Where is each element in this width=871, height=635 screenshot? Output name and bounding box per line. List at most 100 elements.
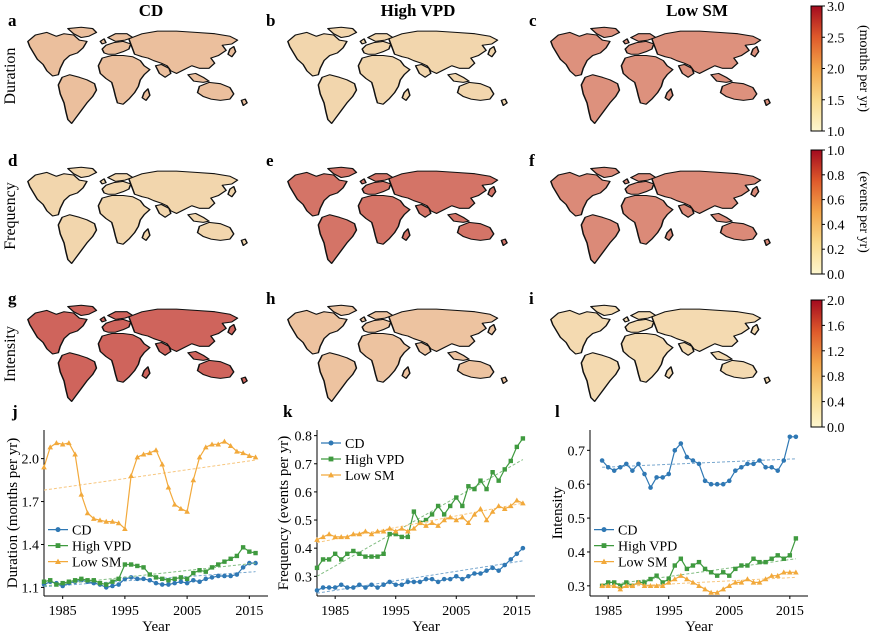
row-label: Duration (2, 48, 19, 105)
data-point (351, 585, 356, 590)
chart-l: l 1985 1995 2005 2015 0.3 0.4 0.5 0.6 0.7 Year Inte… (550, 402, 808, 635)
data-point (514, 497, 520, 503)
map-panel-h: h (266, 289, 509, 403)
data-point (375, 554, 380, 559)
trend-line (316, 459, 524, 577)
row-label: Intensity (2, 326, 19, 382)
data-point (128, 472, 134, 478)
colorbar-tick: 0.6 (827, 194, 845, 209)
data-point (146, 450, 153, 456)
data-point (196, 454, 203, 460)
data-point (781, 458, 787, 463)
data-point (714, 589, 720, 595)
data-point (153, 575, 159, 580)
data-point (171, 501, 178, 507)
data-point (253, 550, 258, 556)
y-tick-label: 0.6 (568, 478, 586, 493)
map-panel-a: a (8, 11, 249, 125)
data-point (496, 478, 501, 483)
data-point (314, 588, 320, 593)
data-point (197, 579, 202, 584)
colorbar-2: 0.0 0.2 0.4 0.6 0.8 1.0 (events per yr) (810, 144, 871, 283)
data-point (326, 531, 332, 537)
data-point (215, 573, 221, 579)
data-point (178, 579, 184, 584)
data-point (423, 522, 429, 528)
data-point (41, 464, 47, 470)
panel-letter: e (266, 151, 274, 170)
data-point (636, 461, 641, 467)
data-point (745, 563, 750, 568)
x-tick-label: 2015 (235, 604, 263, 619)
map-panel-g: g (8, 289, 249, 403)
data-point (726, 478, 732, 484)
row-label: Frequency (2, 182, 19, 250)
data-point (635, 579, 642, 585)
chart-j: j 1985 1995 2005 2015 1.1 1.4 1.7 2.0 Year Duratio… (5, 402, 268, 635)
colorbar-tick: 1.0 (827, 144, 845, 159)
y-tick-label: 1.1 (22, 581, 40, 596)
data-point (90, 515, 97, 521)
colorbar-tick: 0.8 (827, 169, 845, 184)
series-cd (314, 545, 526, 594)
data-point (97, 580, 103, 586)
data-point (702, 478, 708, 484)
data-point (611, 468, 617, 473)
data-point (234, 553, 240, 559)
data-point (178, 505, 184, 511)
world-map (286, 26, 509, 125)
data-point (702, 566, 708, 572)
data-point (363, 554, 368, 559)
data-point (484, 568, 489, 573)
data-point (684, 566, 690, 572)
data-point (314, 536, 320, 542)
y-tick-label: 0.7 (295, 458, 313, 473)
world-map (26, 166, 249, 265)
data-point (678, 572, 684, 578)
data-point (351, 548, 356, 554)
data-point (392, 528, 399, 534)
data-point (507, 503, 514, 509)
data-point (654, 573, 659, 578)
panel-letter: f (529, 151, 535, 170)
legend-label: High VPD (345, 453, 404, 468)
data-point (714, 573, 720, 578)
data-point (423, 576, 429, 582)
data-point (234, 448, 240, 454)
data-point (672, 448, 678, 453)
map-panel-b: b (266, 11, 509, 125)
data-point (141, 565, 146, 570)
data-point (399, 534, 404, 540)
data-point (116, 582, 121, 587)
panel-letter: g (8, 289, 17, 308)
data-point (435, 579, 441, 585)
data-point (368, 531, 375, 537)
data-point (209, 565, 215, 570)
data-point (654, 475, 659, 480)
data-point (460, 503, 465, 509)
data-point (774, 572, 781, 578)
data-point (727, 573, 732, 578)
legend-label: High VPD (618, 540, 677, 555)
y-tick-label: 0.5 (295, 514, 313, 529)
colorbar-tick: 0.0 (827, 268, 845, 283)
data-point (483, 517, 490, 523)
data-point (605, 464, 611, 470)
series-sm (599, 569, 799, 595)
data-point (617, 586, 624, 592)
data-point (459, 514, 466, 520)
colorbars: 1.01.52.02.53.0(months per yr)0.00.20.40… (810, 0, 871, 436)
trend-line (602, 558, 796, 587)
data-point (441, 576, 447, 582)
map-grid: CD High VPD Low SM Duration Frequency Intensi… (2, 1, 772, 403)
data-point (184, 580, 190, 586)
data-point (350, 531, 357, 537)
data-point (332, 551, 338, 556)
data-point (453, 574, 459, 579)
data-point (393, 531, 398, 537)
data-point (665, 579, 672, 585)
data-point (501, 505, 508, 511)
data-point (708, 570, 714, 575)
